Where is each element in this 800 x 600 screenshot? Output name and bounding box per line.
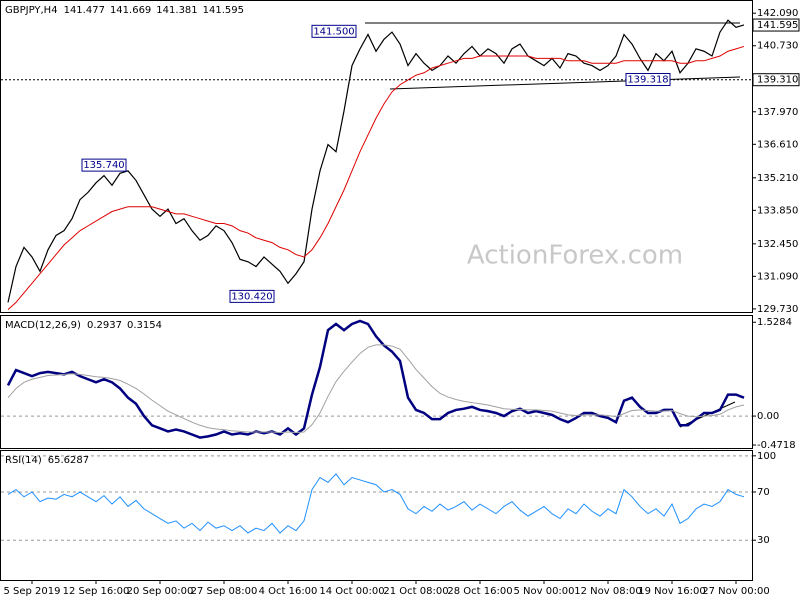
last-price-box bbox=[752, 18, 800, 32]
series-line bbox=[6, 319, 745, 439]
readout-value: 0.3154 bbox=[127, 320, 162, 331]
y-tick-label: 30 bbox=[757, 535, 770, 546]
x-tick-label: 28 Oct 16:00 bbox=[447, 586, 512, 597]
readout-value: 0.2937 bbox=[87, 320, 122, 331]
annotation-label: 130.420 bbox=[231, 291, 272, 302]
pane-title: MACD(12,26,9) bbox=[5, 320, 81, 331]
x-tick-label: 19 Nov 16:00 bbox=[638, 586, 705, 597]
annotation-box bbox=[625, 73, 671, 87]
y-tick-label: 129.730 bbox=[757, 304, 798, 315]
macd-pane bbox=[0, 315, 753, 449]
x-tick-label: 27 Nov 00:00 bbox=[702, 586, 769, 597]
y-tick-label: 0.00 bbox=[757, 411, 779, 422]
y-tick-label: 136.610 bbox=[757, 139, 798, 150]
x-tick-label: 14 Oct 00:00 bbox=[319, 586, 384, 597]
annotation-label: 141.500 bbox=[313, 26, 354, 37]
y-tick-label: 100 bbox=[757, 451, 776, 462]
readout-value: 65.6287 bbox=[48, 455, 89, 466]
x-tick-label: 5 Nov 00:00 bbox=[513, 586, 574, 597]
annotation-box bbox=[311, 24, 357, 38]
x-tick-label: 21 Oct 08:00 bbox=[383, 586, 448, 597]
x-tick-label: 5 Sep 2019 bbox=[3, 586, 60, 597]
readout-value: 141.477 bbox=[64, 5, 105, 16]
pane-title: GBPJPY,H4 bbox=[5, 5, 58, 16]
y-tick-label: 140.730 bbox=[757, 41, 798, 52]
y-tick-label: 1.5284 bbox=[757, 317, 792, 328]
series-line bbox=[7, 45, 745, 310]
y-tick-label: 70 bbox=[757, 487, 770, 498]
x-tick-label: 4 Oct 16:00 bbox=[259, 586, 318, 597]
last-price-label: 141.595 bbox=[757, 20, 798, 31]
y-tick-label: 133.850 bbox=[757, 205, 798, 216]
x-tick-label: 27 Sep 08:00 bbox=[191, 586, 258, 597]
x-tick-label: 20 Sep 00:00 bbox=[127, 586, 194, 597]
annotation-label: 139.318 bbox=[627, 75, 668, 86]
watermark: ActionForex.com bbox=[467, 241, 683, 271]
level-label-box bbox=[752, 73, 800, 87]
support-line bbox=[389, 76, 741, 90]
y-tick-label: 131.090 bbox=[757, 271, 798, 282]
y-tick-label: 142.090 bbox=[757, 8, 798, 19]
y-tick-label: -0.4718 bbox=[757, 440, 796, 451]
level-label: 139.310 bbox=[757, 75, 798, 86]
pane-title: RSI(14) bbox=[5, 455, 42, 466]
annotation-label: 135.740 bbox=[83, 160, 124, 171]
annotation-box bbox=[81, 158, 127, 172]
price-pane bbox=[0, 0, 753, 313]
readout-value: 141.669 bbox=[110, 5, 151, 16]
series-line bbox=[7, 19, 745, 303]
y-tick-label: 132.450 bbox=[757, 239, 798, 250]
y-tick-label: 137.970 bbox=[757, 107, 798, 118]
rsi-pane bbox=[0, 450, 753, 581]
series-line bbox=[7, 344, 745, 434]
series-line bbox=[7, 473, 745, 534]
x-tick-label: 12 Sep 16:00 bbox=[63, 586, 130, 597]
y-tick-label: 135.210 bbox=[757, 173, 798, 184]
readout-value: 141.595 bbox=[203, 5, 244, 16]
annotation-box bbox=[229, 289, 275, 303]
readout-value: 141.381 bbox=[156, 5, 197, 16]
x-tick-label: 12 Nov 08:00 bbox=[574, 586, 641, 597]
